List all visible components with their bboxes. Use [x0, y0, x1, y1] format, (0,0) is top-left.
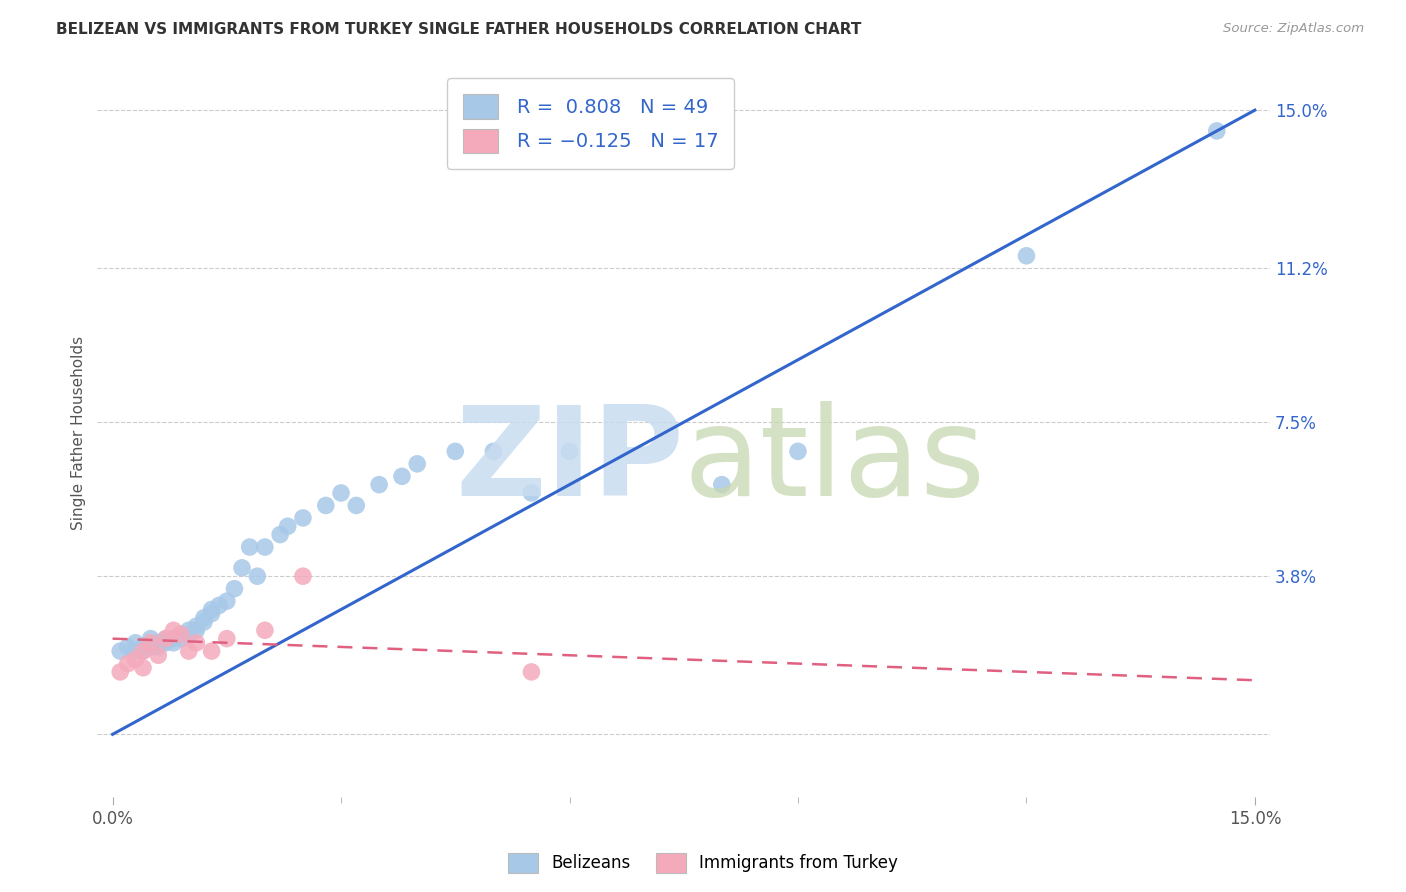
Point	[124, 644, 146, 658]
Point	[193, 611, 215, 625]
Point	[710, 477, 733, 491]
Point	[186, 624, 208, 638]
Point	[224, 582, 246, 596]
Y-axis label: Single Father Households: Single Father Households	[72, 335, 86, 530]
Point	[208, 599, 231, 613]
Point	[368, 477, 391, 491]
Point	[269, 527, 291, 541]
Point	[406, 457, 429, 471]
Point	[253, 540, 276, 554]
Point	[344, 499, 367, 513]
Point	[170, 632, 193, 646]
Point	[291, 511, 314, 525]
Point	[200, 602, 222, 616]
Point	[162, 624, 184, 638]
Point	[482, 444, 505, 458]
Point	[139, 636, 162, 650]
Point	[132, 644, 155, 658]
Point	[170, 627, 193, 641]
Text: Source: ZipAtlas.com: Source: ZipAtlas.com	[1223, 22, 1364, 36]
Point	[391, 469, 413, 483]
Point	[291, 569, 314, 583]
Point	[155, 636, 177, 650]
Point	[148, 636, 170, 650]
Point	[148, 640, 170, 654]
Point	[124, 652, 146, 666]
Legend: R =  0.808   N = 49, R = −0.125   N = 17: R = 0.808 N = 49, R = −0.125 N = 17	[447, 78, 734, 169]
Point	[444, 444, 467, 458]
Point	[177, 627, 200, 641]
Point	[231, 561, 253, 575]
Point	[1205, 124, 1227, 138]
Legend: Belizeans, Immigrants from Turkey: Belizeans, Immigrants from Turkey	[502, 847, 904, 880]
Point	[200, 607, 222, 621]
Text: ZIP: ZIP	[456, 401, 683, 522]
Point	[193, 615, 215, 629]
Point	[177, 644, 200, 658]
Point	[186, 636, 208, 650]
Point	[108, 644, 131, 658]
Point	[246, 569, 269, 583]
Point	[108, 665, 131, 679]
Point	[148, 648, 170, 663]
Point	[215, 632, 238, 646]
Point	[117, 640, 139, 654]
Point	[162, 632, 184, 646]
Point	[155, 632, 177, 646]
Point	[139, 636, 162, 650]
Text: BELIZEAN VS IMMIGRANTS FROM TURKEY SINGLE FATHER HOUSEHOLDS CORRELATION CHART: BELIZEAN VS IMMIGRANTS FROM TURKEY SINGL…	[56, 22, 862, 37]
Point	[186, 619, 208, 633]
Point	[315, 499, 337, 513]
Point	[277, 519, 299, 533]
Point	[215, 594, 238, 608]
Point	[330, 486, 353, 500]
Point	[139, 632, 162, 646]
Point	[139, 640, 162, 654]
Point	[253, 624, 276, 638]
Point	[520, 665, 543, 679]
Point	[558, 444, 581, 458]
Point	[124, 636, 146, 650]
Point	[1015, 249, 1038, 263]
Point	[132, 661, 155, 675]
Point	[200, 644, 222, 658]
Point	[520, 486, 543, 500]
Point	[177, 624, 200, 638]
Point	[787, 444, 810, 458]
Point	[132, 644, 155, 658]
Point	[162, 636, 184, 650]
Point	[117, 657, 139, 671]
Point	[239, 540, 262, 554]
Point	[132, 640, 155, 654]
Point	[170, 627, 193, 641]
Text: atlas: atlas	[683, 401, 986, 522]
Point	[155, 632, 177, 646]
